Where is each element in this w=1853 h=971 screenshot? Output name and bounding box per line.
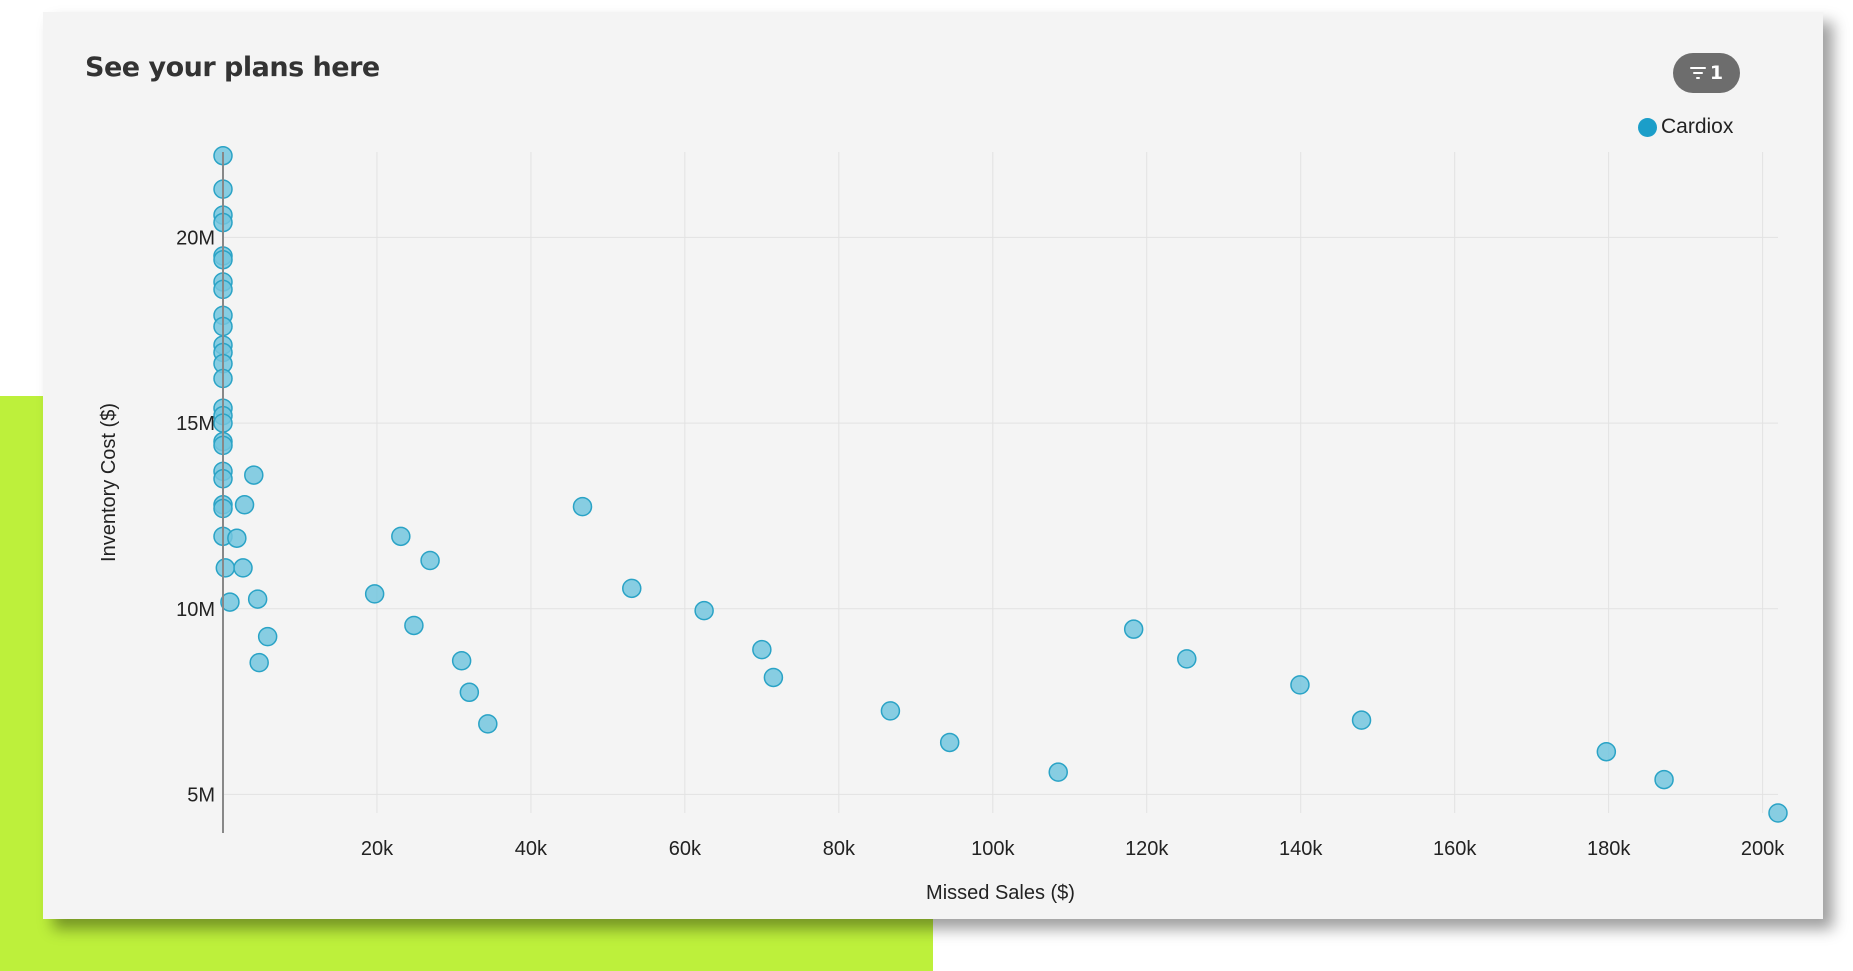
x-tick-label: 100k: [971, 838, 1015, 860]
scatter-point[interactable]: [1123, 619, 1144, 639]
scatter-point[interactable]: [215, 558, 236, 578]
legend-swatch: [1638, 117, 1657, 137]
scatter-point[interactable]: [694, 600, 714, 621]
scatter-point[interactable]: [1177, 649, 1197, 669]
scatter-point[interactable]: [1048, 762, 1068, 782]
scatter-point[interactable]: [420, 550, 440, 571]
card-title: See your plans here: [85, 52, 380, 83]
scatter-point[interactable]: [763, 667, 784, 688]
y-tick-label: 20M: [176, 227, 215, 249]
x-tick-label: 160k: [1433, 838, 1477, 860]
filter-button[interactable]: 1: [1673, 53, 1740, 93]
x-tick-label: 180k: [1587, 838, 1631, 860]
data-points: [213, 145, 1788, 823]
scatter-point[interactable]: [233, 558, 253, 578]
scatter-point[interactable]: [572, 496, 593, 517]
scatter-point[interactable]: [752, 639, 772, 660]
scatter-point[interactable]: [451, 650, 472, 671]
filter-icon: [1689, 67, 1706, 79]
scatter-point[interactable]: [1290, 675, 1310, 695]
x-tick-labels: 20k 40k 60k 80k 100k 120k 140k 160k 180k 200k: [361, 838, 1785, 860]
y-axis-title: Inventory Cost ($): [98, 403, 120, 562]
scatter-point[interactable]: [247, 589, 268, 609]
scatter-point[interactable]: [478, 714, 498, 734]
scatter-point[interactable]: [364, 584, 385, 604]
scatter-point[interactable]: [459, 682, 480, 703]
x-tick-label: 120k: [1125, 838, 1169, 860]
y-tick-label: 5M: [187, 784, 215, 806]
y-tick-labels: 5M 10M 15M 20M: [176, 227, 215, 806]
x-tick-label: 80k: [823, 838, 856, 860]
grid-lines: [223, 152, 1778, 813]
scatter-point[interactable]: [391, 526, 411, 547]
scatter-point[interactable]: [257, 626, 278, 647]
scatter-point[interactable]: [939, 732, 960, 753]
scatter-point[interactable]: [404, 615, 424, 636]
scatter-plot: 20k 40k 60k 80k 100k 120k 140k 160k 180k 200k 5M 1…: [98, 145, 1788, 904]
x-tick-label: 200k: [1741, 838, 1785, 860]
y-tick-label: 15M: [176, 413, 215, 435]
filter-count-badge: 1: [1709, 62, 1724, 84]
x-tick-label: 140k: [1279, 838, 1323, 860]
x-tick-label: 60k: [669, 838, 702, 860]
x-tick-label: 40k: [515, 838, 548, 860]
chart-legend[interactable]: Cardiox: [1638, 115, 1733, 139]
scatter-point[interactable]: [234, 495, 255, 515]
scatter-point[interactable]: [880, 701, 901, 721]
scatter-point[interactable]: [227, 528, 247, 548]
scatter-point[interactable]: [1351, 710, 1372, 730]
legend-label: Cardiox: [1661, 115, 1734, 138]
scatter-point[interactable]: [622, 578, 642, 599]
scatter-point[interactable]: [1596, 741, 1617, 762]
scatter-point[interactable]: [1768, 803, 1788, 823]
scatter-point[interactable]: [1654, 769, 1674, 790]
y-tick-label: 10M: [176, 599, 215, 621]
x-tick-label: 20k: [361, 838, 394, 860]
scatter-point[interactable]: [220, 592, 240, 612]
scatter-point[interactable]: [244, 465, 264, 485]
scatter-point[interactable]: [249, 652, 269, 673]
chart-card: See your plans here 1 Cardiox 20k 40k 60k 8…: [43, 12, 1823, 919]
x-axis-title: Missed Sales ($): [926, 882, 1075, 904]
